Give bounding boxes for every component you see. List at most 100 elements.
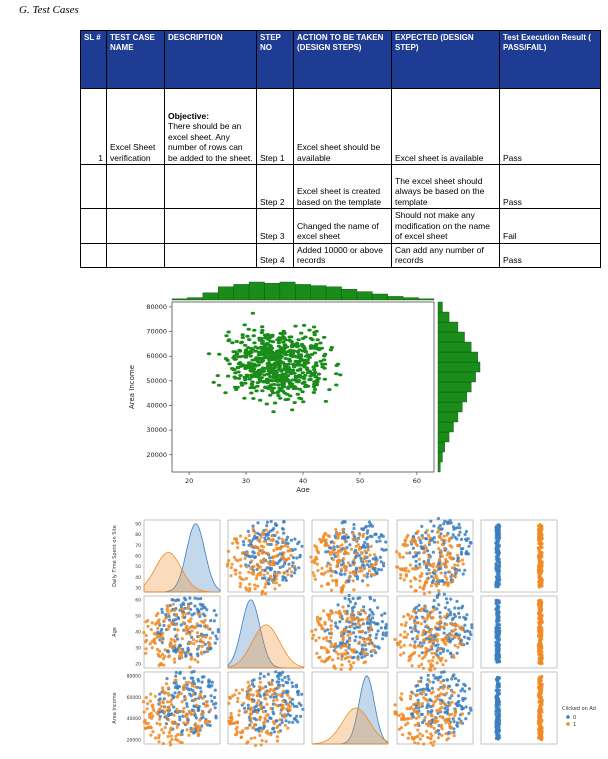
pair-scatter-point <box>248 555 252 559</box>
scatter-point <box>308 346 314 350</box>
pair-scatter-point <box>261 721 266 725</box>
pair-scatter-point <box>373 566 377 570</box>
pair-scatter-point <box>167 686 171 690</box>
cell-expected: Can add any number of records <box>391 242 500 268</box>
pair-scatter-point <box>143 726 147 730</box>
header-result: Test Execution Result ( PASS/FAIL) <box>499 30 601 89</box>
pair-scatter-point <box>174 670 178 675</box>
pairplot-cell-frame <box>480 671 558 745</box>
pair-scatter-point <box>413 624 417 628</box>
pair-scatter-point <box>437 589 441 593</box>
scatter-point <box>270 379 275 383</box>
pair-scatter-point <box>424 537 428 541</box>
pair-scatter-point <box>256 584 260 588</box>
pair-scatter-point <box>439 701 443 706</box>
pairplot-cell-frame <box>396 671 474 745</box>
pair-scatter-point <box>370 654 374 658</box>
pair-scatter-point <box>497 711 501 715</box>
scatter-point <box>247 361 252 365</box>
pair-scatter-point <box>195 724 199 728</box>
pair-scatter-point <box>433 651 437 656</box>
pair-scatter-point <box>404 573 408 577</box>
pair-scatter-point <box>344 612 348 616</box>
pair-scatter-point <box>421 536 425 540</box>
pair-scatter-point <box>322 637 326 641</box>
pair-scatter-point <box>275 739 280 743</box>
legend-marker <box>566 722 570 726</box>
pair-scatter-point <box>160 686 165 690</box>
pair-scatter-point <box>310 629 314 633</box>
pair-scatter-point <box>229 711 233 716</box>
pair-scatter-point <box>212 609 216 613</box>
pair-scatter-point <box>323 629 327 633</box>
pair-scatter-point <box>169 734 173 738</box>
scatter-point <box>251 334 256 338</box>
pair-scatter-point <box>464 551 468 556</box>
pair-scatter-point <box>330 619 334 623</box>
pair-scatter-point <box>258 533 262 537</box>
x-tick-label: 60 <box>413 477 421 485</box>
scatter-point <box>267 352 273 356</box>
scatter-point <box>252 341 257 345</box>
pair-scatter-point <box>455 724 460 728</box>
pair-scatter-point <box>234 540 239 544</box>
scatter-point <box>301 323 307 327</box>
pair-scatter-point <box>497 725 501 729</box>
x-histogram-bar <box>233 284 250 301</box>
pair-scatter-point <box>415 530 419 534</box>
scatter-point <box>299 331 304 335</box>
pair-scatter-point <box>538 724 542 728</box>
pair-scatter-point <box>294 685 298 689</box>
cell-step: Step 4 <box>256 242 294 268</box>
pair-scatter-point <box>429 691 433 695</box>
scatter-point <box>279 376 285 380</box>
scatter-point <box>277 378 282 382</box>
scatter-point <box>302 358 307 362</box>
pair-scatter-point <box>452 730 456 734</box>
pair-scatter-point <box>320 584 324 588</box>
pair-scatter-point <box>348 655 352 659</box>
scatter-point <box>307 378 312 382</box>
pair-scatter-point <box>246 529 250 533</box>
pair-scatter-point <box>265 524 269 528</box>
pair-scatter-point <box>260 551 264 555</box>
pair-scatter-point <box>173 627 177 631</box>
x-histogram-bar <box>295 284 311 301</box>
pair-scatter-point <box>276 692 280 697</box>
pair-scatter-point <box>262 674 266 679</box>
pair-scatter-point <box>275 540 279 544</box>
pair-scatter-point <box>170 720 174 724</box>
pair-scatter-point <box>494 562 498 566</box>
pair-scatter-point <box>538 643 543 647</box>
pair-scatter-point <box>213 695 217 700</box>
scatter-point <box>279 373 285 377</box>
pair-scatter-point <box>334 551 338 555</box>
pair-scatter-point <box>208 708 213 712</box>
scatter-point <box>242 396 247 400</box>
pair-scatter-point <box>253 736 257 740</box>
pair-scatter-point <box>449 633 454 637</box>
scatter-point <box>292 401 297 405</box>
pair-scatter-point <box>418 565 422 569</box>
pair-scatter-point <box>354 635 358 639</box>
pair-scatter-point <box>366 535 370 539</box>
pair-scatter-point <box>357 547 361 551</box>
scatter-point <box>276 341 282 345</box>
pair-scatter-point <box>358 533 362 537</box>
pair-scatter-point <box>379 568 384 572</box>
pair-scatter-point <box>458 615 462 619</box>
pair-scatter-point <box>424 565 429 570</box>
pair-scatter-point <box>349 547 354 551</box>
scatter-point <box>244 373 250 377</box>
x-histogram-bar <box>248 281 265 301</box>
pair-scatter-point <box>290 574 294 578</box>
pair-scatter-point <box>446 736 450 740</box>
scatter-point <box>276 394 281 398</box>
pair-scatter-point <box>264 582 268 586</box>
scatter-point <box>313 363 319 367</box>
pair-scatter-point <box>360 569 364 573</box>
pair-scatter-point <box>435 661 439 665</box>
pair-scatter-point <box>189 676 193 680</box>
pair-scatter-point <box>336 554 340 558</box>
pair-scatter-point <box>356 543 360 547</box>
